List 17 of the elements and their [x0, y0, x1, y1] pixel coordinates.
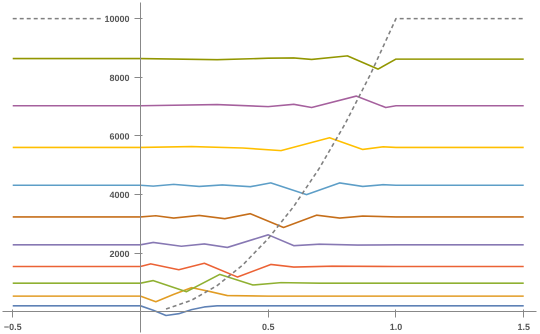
- line-series: [12, 274, 525, 293]
- y-tick-label: 4000: [109, 190, 130, 200]
- x-tick-label: 0.5: [262, 322, 274, 332]
- y-tick-label: 6000: [109, 131, 130, 142]
- line-series: [12, 305, 525, 316]
- line-series: [12, 286, 525, 302]
- line-series: [12, 234, 525, 248]
- y-tick-label: 2000: [109, 248, 130, 259]
- line-series: [12, 262, 525, 278]
- y-tick-label: 10000: [104, 14, 130, 24]
- line-series: [12, 95, 525, 108]
- x-tick-label: 1.0: [390, 322, 402, 332]
- line-series: [12, 212, 525, 228]
- y-tick-label: 8000: [109, 72, 130, 83]
- line-series: [12, 55, 525, 70]
- x-tick-label: −0.5: [4, 322, 22, 332]
- x-tick-label: 1.5: [517, 322, 530, 332]
